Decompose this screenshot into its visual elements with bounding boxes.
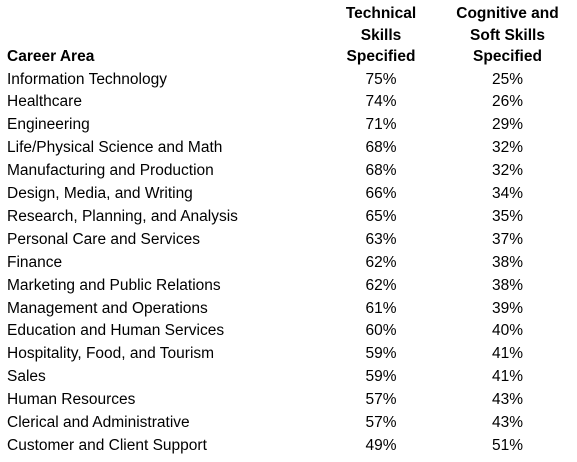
career-area-cell: Human Resources [7,391,136,409]
career-area-cell: Manufacturing and Production [7,162,214,180]
career-area-cell: Personal Care and Services [7,230,200,248]
technical-skills-cell: 61% [365,299,397,317]
header-technical-line-2: Skills [360,26,402,44]
technical-skills-cell: 57% [365,391,397,409]
table-row: Personal Care and Services 63% 37% [0,229,577,252]
cognitive-soft-skills-cell: 32% [491,139,524,157]
career-area-cell: Information Technology [7,70,167,88]
cognitive-soft-skills-cell: 43% [491,414,524,432]
table-row: Clerical and Administrative 57% 43% [0,412,577,435]
career-area-cell: Design, Media, and Writing [7,185,193,203]
cognitive-soft-skills-cell: 32% [491,162,524,180]
technical-skills-cell: 62% [365,276,397,294]
career-area-cell: Education and Human Services [7,322,225,340]
cognitive-soft-skills-cell: 43% [491,391,524,409]
table-row: Life/Physical Science and Math 68% 32% [0,137,577,160]
technical-skills-cell: 75% [365,70,397,88]
header-cognitive-line-3: Specified [473,48,542,65]
table-row: Management and Operations 61% 39% [0,298,577,321]
cognitive-soft-skills-cell: 38% [491,276,524,294]
header-career-area: Career Area [0,0,316,69]
cognitive-soft-skills-cell: 41% [491,368,524,386]
header-technical-line-3: Specified [346,48,416,65]
table-row: Design, Media, and Writing 66% 34% [0,183,577,206]
career-area-cell: Hospitality, Food, and Tourism [7,345,215,363]
technical-skills-cell: 63% [365,230,397,248]
career-area-cell: Engineering [7,116,90,134]
career-area-cell: Healthcare [7,93,82,111]
technical-skills-cell: 59% [365,368,397,386]
cognitive-soft-skills-cell: 37% [491,230,524,248]
technical-skills-cell: 68% [365,139,397,157]
technical-skills-cell: 66% [365,185,397,203]
cognitive-soft-skills-cell: 51% [491,437,524,454]
cognitive-soft-skills-cell: 29% [491,116,524,134]
table-row: Manufacturing and Production 68% 32% [0,160,577,183]
header-career-area-label: Career Area [7,48,95,65]
cognitive-soft-skills-cell: 38% [491,253,524,271]
technical-skills-cell: 65% [365,207,397,225]
header-cognitive-soft-skills: Cognitive and Soft Skills Specified [434,0,577,69]
table-row: Engineering 71% 29% [0,114,577,137]
technical-skills-cell: 59% [365,345,397,363]
table-body: Information Technology 75% 25% Healthcare 74… [0,69,577,458]
cognitive-soft-skills-cell: 39% [491,299,524,317]
cognitive-soft-skills-cell: 34% [491,185,524,203]
technical-skills-cell: 62% [365,253,397,271]
career-area-cell: Management and Operations [7,299,208,317]
technical-skills-cell: 74% [365,93,397,111]
career-area-cell: Finance [7,253,63,271]
header-technical-line-1: Technical [345,5,417,22]
career-area-cell: Life/Physical Science and Math [7,139,223,157]
cognitive-soft-skills-cell: 25% [491,70,524,88]
table-row: Finance 62% 38% [0,252,577,275]
table-row: Information Technology 75% 25% [0,69,577,92]
header-cognitive-line-2: Soft Skills [470,26,545,44]
career-area-cell: Sales [7,368,46,386]
header-technical-skills: Technical Skills Specified [316,0,434,69]
table-row: Sales 59% 41% [0,366,577,389]
technical-skills-cell: 71% [365,116,397,134]
technical-skills-cell: 49% [365,437,397,454]
career-area-cell: Customer and Client Support [7,437,207,454]
table-row: Human Resources 57% 43% [0,389,577,412]
table-row: Marketing and Public Relations 62% 38% [0,275,577,298]
table-row: Research, Planning, and Analysis 65% 35% [0,206,577,229]
career-area-cell: Clerical and Administrative [7,414,190,432]
table-row: Education and Human Services 60% 40% [0,320,577,343]
career-area-cell: Research, Planning, and Analysis [7,207,238,225]
table-row: Hospitality, Food, and Tourism 59% 41% [0,343,577,366]
technical-skills-cell: 60% [365,322,397,340]
career-area-cell: Marketing and Public Relations [7,276,221,294]
cognitive-soft-skills-cell: 41% [491,345,524,363]
table-row: Healthcare 74% 26% [0,91,577,114]
cognitive-soft-skills-cell: 40% [491,322,524,340]
technical-skills-cell: 68% [365,162,397,180]
cognitive-soft-skills-cell: 35% [491,207,524,225]
technical-skills-cell: 57% [365,414,397,432]
header-row: Career Area Technical Skills Specified C… [0,0,577,69]
table-row: Customer and Client Support 49% 51% [0,435,577,458]
header-cognitive-line-1: Cognitive and [456,5,559,22]
cognitive-soft-skills-cell: 26% [491,93,524,111]
